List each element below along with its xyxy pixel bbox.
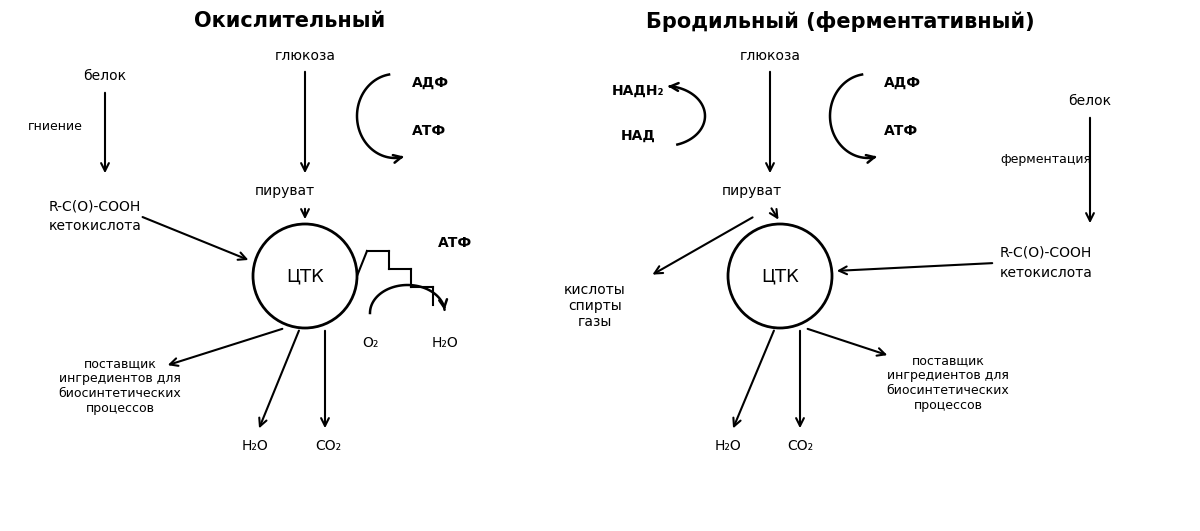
Text: кислоты
спирты
газы: кислоты спирты газы [564, 283, 626, 329]
Circle shape [728, 224, 832, 328]
Text: H₂O: H₂O [432, 336, 458, 350]
Text: H₂O: H₂O [241, 439, 269, 453]
Circle shape [253, 224, 358, 328]
Text: АДФ: АДФ [412, 76, 449, 90]
Text: O₂: O₂ [362, 336, 378, 350]
Text: ЦТК: ЦТК [761, 267, 799, 285]
Text: Бродильный (ферментативный): Бродильный (ферментативный) [646, 11, 1034, 31]
Text: глюкоза: глюкоза [275, 49, 336, 63]
Text: АТФ: АТФ [884, 124, 918, 138]
Text: ЦТК: ЦТК [286, 267, 324, 285]
Text: АТФ: АТФ [412, 124, 446, 138]
Text: НАД: НАД [620, 129, 655, 143]
Text: кетокислота: кетокислота [48, 219, 142, 233]
Text: поставщик
ингредиентов для
биосинтетических
процессов: поставщик ингредиентов для биосинтетичес… [887, 354, 1009, 412]
Text: глюкоза: глюкоза [739, 49, 800, 63]
Text: белок: белок [1068, 94, 1111, 108]
Text: H₂O: H₂O [715, 439, 742, 453]
Text: Окислительный: Окислительный [194, 11, 385, 31]
Text: кетокислота: кетокислота [1000, 266, 1093, 280]
Text: АДФ: АДФ [884, 76, 922, 90]
Text: ферментация: ферментация [1000, 152, 1091, 166]
Text: НАДН₂: НАДН₂ [612, 84, 665, 98]
Text: белок: белок [84, 69, 126, 83]
Text: поставщик
ингредиентов для
биосинтетических
процессов: поставщик ингредиентов для биосинтетичес… [59, 357, 181, 415]
Text: гниение: гниение [28, 119, 83, 133]
Text: CO₂: CO₂ [787, 439, 814, 453]
Text: пируват: пируват [254, 184, 316, 198]
Text: АТФ: АТФ [438, 236, 473, 250]
Text: R-C(O)-COOH: R-C(O)-COOH [49, 199, 142, 213]
Text: пируват: пируват [722, 184, 782, 198]
Text: R-C(O)-COOH: R-C(O)-COOH [1000, 246, 1092, 260]
Text: CO₂: CO₂ [314, 439, 341, 453]
